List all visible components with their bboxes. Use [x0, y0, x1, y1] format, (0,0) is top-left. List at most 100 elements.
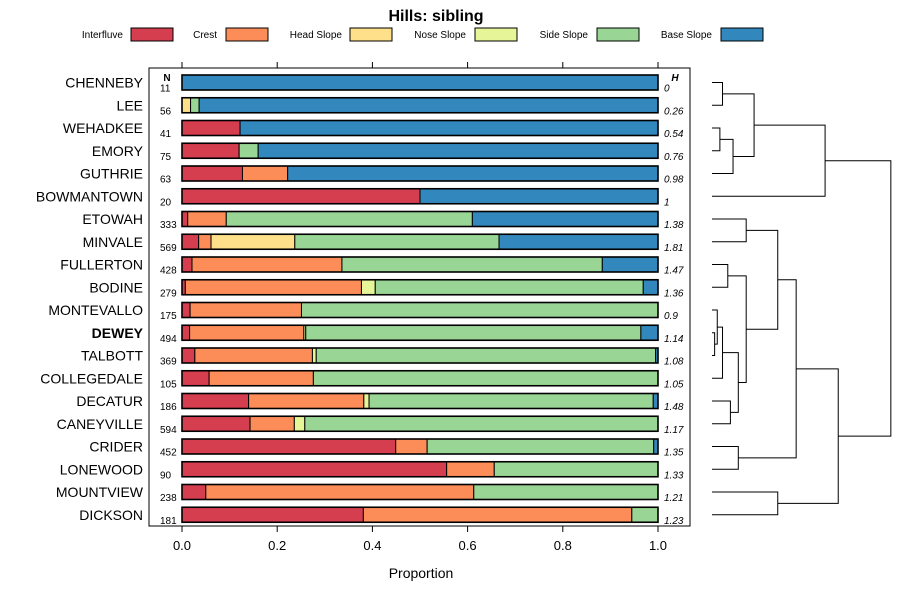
bar-segment-15-0: [181, 415, 251, 432]
bar-segment-16-0: [181, 438, 397, 455]
h-header: H: [671, 73, 679, 84]
n-label-11: 494: [160, 334, 177, 345]
bar-outline-7: [181, 233, 659, 251]
bar-outline-11: [181, 324, 659, 342]
h-label-8: 1.47: [664, 266, 684, 277]
h-label-5: 1: [664, 197, 670, 208]
bar-segment-1-2: [181, 97, 192, 114]
row-label-12: TALBOTT: [81, 348, 143, 364]
legend-label-2: Head Slope: [290, 30, 343, 41]
dendrogram-link-4: [722, 93, 755, 157]
bar-segment-11-5: [640, 324, 659, 341]
legend-swatch-0: [130, 27, 174, 42]
dendrogram-link-13: [727, 275, 747, 384]
n-label-14: 186: [160, 402, 177, 413]
row-label-10: MONTEVALLO: [48, 302, 143, 318]
bar-segment-15-3: [293, 415, 306, 432]
dendrogram-link-18: [777, 368, 839, 504]
h-label-19: 1.23: [664, 516, 684, 527]
bar-segment-11-0: [181, 324, 191, 341]
bar-outline-2: [181, 119, 659, 137]
row-label-0: CHENNEBY: [65, 75, 143, 91]
bar-segment-19-4: [631, 506, 659, 523]
bar-segment-2-0: [181, 120, 241, 136]
dendrogram: [712, 82, 892, 516]
bar-segment-10-4: [300, 302, 659, 318]
bar-outline-18: [181, 483, 659, 501]
row-label-17: LONEWOOD: [60, 461, 143, 477]
n-label-17: 90: [160, 470, 172, 481]
bar-segment-8-1: [191, 256, 343, 273]
n-label-6: 333: [160, 220, 177, 231]
h-label-17: 1.33: [664, 470, 684, 481]
dendrogram-link-3: [712, 138, 734, 174]
n-label-13: 105: [160, 379, 177, 390]
h-label-7: 1.81: [664, 243, 683, 254]
bar-segment-3-5: [257, 142, 659, 159]
bar-segment-5-5: [419, 188, 659, 205]
bar-segment-18-0: [181, 484, 207, 500]
n-label-12: 369: [160, 357, 177, 368]
x-tick-label-0: 0.0: [173, 538, 191, 553]
bar-segment-16-1: [395, 438, 428, 455]
bar-segment-6-0: [181, 211, 189, 227]
legend-label-0: Interfluve: [82, 30, 124, 41]
n-label-3: 75: [160, 152, 172, 163]
h-labels: 0 0.26 0.54 0.76 0.98 1 1.38 1.81 1.47 1.36 0.9 1.1…: [664, 84, 684, 527]
bar-segment-6-1: [187, 211, 227, 227]
bar-segment-17-0: [181, 461, 448, 478]
bar-outline-12: [181, 347, 659, 364]
bar-segment-5-0: [181, 188, 421, 205]
bar-segment-10-1: [189, 302, 302, 318]
bar-segment-17-4: [493, 461, 659, 478]
x-axis: 0.0 0.2 0.4 0.6 0.8 1.0: [173, 62, 667, 553]
chart-title: Hills: sibling: [388, 8, 483, 25]
row-label-7: MINVALE: [83, 234, 143, 250]
bar-segment-4-1: [241, 165, 289, 182]
bar-segment-15-1: [249, 415, 295, 432]
bar-segment-7-4: [294, 233, 500, 250]
legend-swatch-3: [474, 27, 518, 42]
plot-frame: [148, 67, 691, 527]
h-label-14: 1.48: [664, 402, 684, 413]
dendrogram-link-15: [712, 446, 739, 470]
row-label-13: COLLEGEDALE: [40, 370, 143, 386]
bar-outline-1: [181, 96, 659, 114]
row-label-14: DECATUR: [76, 393, 143, 409]
row-label-5: BOWMANTOWN: [36, 188, 143, 204]
dendrogram-link-5: [712, 124, 826, 197]
bar-segment-1-5: [198, 97, 659, 114]
bar-segment-12-0: [181, 347, 196, 364]
n-label-9: 279: [160, 288, 177, 299]
row-label-4: GUTHRIE: [80, 166, 143, 182]
bar-segment-4-5: [287, 165, 659, 182]
bar-segment-9-5: [642, 279, 659, 296]
x-tick-label-2: 0.4: [363, 538, 381, 553]
dendrogram-link-6: [712, 218, 747, 243]
bar-segment-19-0: [181, 506, 364, 523]
bar-outline-16: [181, 438, 659, 455]
row-label-9: BODINE: [89, 279, 143, 295]
n-label-5: 20: [160, 197, 172, 208]
legend-swatch-4: [596, 27, 640, 42]
bar-segment-13-4: [312, 370, 659, 387]
dendrogram-link-19: [825, 160, 892, 437]
h-label-13: 1.05: [664, 379, 684, 390]
bar-segment-0-5: [181, 74, 659, 91]
bar-outline-8: [181, 256, 659, 273]
row-label-15: CANEYVILLE: [57, 416, 143, 432]
dendrogram-link-16: [738, 279, 797, 459]
row-label-11: DEWEY: [92, 325, 144, 341]
bar-segment-8-5: [601, 256, 659, 273]
h-label-16: 1.35: [664, 448, 684, 459]
n-labels: 11 56 41 75 63 20 333 569 428 279 175 494 369 105 186 5…: [160, 84, 177, 527]
bar-segment-18-1: [205, 484, 475, 500]
bar-segment-11-4: [305, 324, 642, 341]
n-label-15: 594: [160, 425, 177, 436]
bar-outline-13: [181, 369, 659, 387]
bar-segment-11-1: [189, 324, 305, 341]
n-label-19: 181: [160, 516, 177, 527]
bar-segment-8-4: [341, 256, 603, 273]
bar-outline-0: [181, 74, 659, 91]
